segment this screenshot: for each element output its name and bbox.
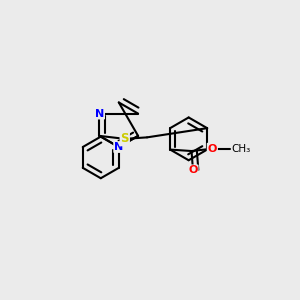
Text: CH₃: CH₃ [232,144,251,154]
Text: N: N [114,142,123,152]
Text: S: S [121,132,129,146]
Text: O: O [188,165,198,176]
Text: N: N [95,109,104,118]
Text: O: O [208,144,217,154]
